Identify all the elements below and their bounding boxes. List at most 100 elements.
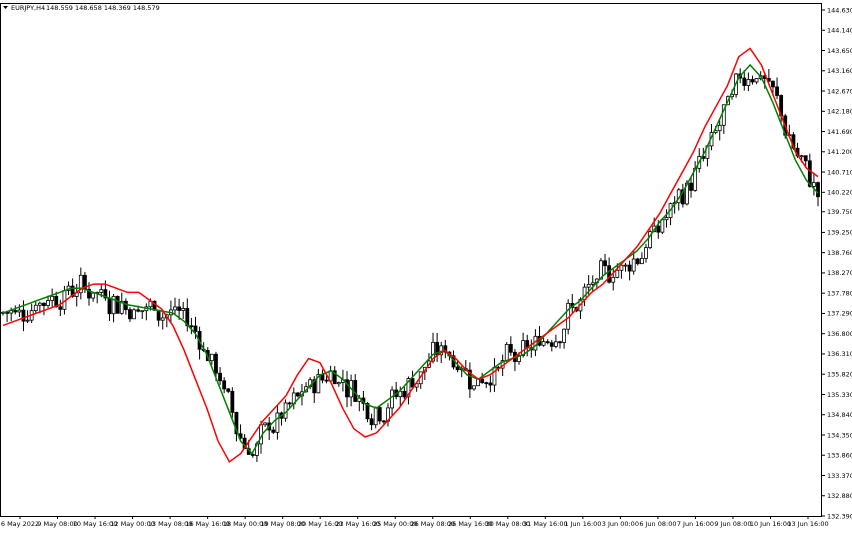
candle-bull [623,264,628,267]
candle-bear [320,374,325,381]
y-tick-label: 137.780 [827,289,852,297]
x-tick-label: 13 Jun 16:00 [787,520,828,528]
candle-bear [549,342,554,347]
candle-bear [42,302,46,307]
candle-bull [717,124,722,132]
candle-bear [295,392,300,397]
y-tick-label: 138.270 [827,269,852,277]
candle-bull [50,295,55,301]
candle-bull [173,306,177,311]
candle-bull [660,219,665,233]
candle-bull [33,304,38,312]
candle-bear [558,341,562,344]
chart-header: EURJPY,H4 148.559 148.658 148.369 148.57… [3,4,160,12]
candle-bull [746,79,751,86]
x-tick-label: 31 May 16:00 [523,520,568,528]
candle-bear [123,300,128,311]
candle-bear [365,403,370,420]
candle-bear [369,418,374,426]
candle-bear [287,402,292,405]
candle-bull [754,78,759,83]
x-tick-label: 23 May 16:00 [335,520,380,528]
y-tick-label: 132.390 [827,512,852,520]
y-tick-label: 142.180 [827,108,852,116]
candle-bear [193,325,198,332]
candle-bull [504,344,509,361]
candle-bear [70,285,75,297]
candle-bull [431,341,435,362]
candle-bull [160,317,165,321]
candle-bear [230,390,235,413]
x-tick-label: 16 May 16:00 [185,520,230,528]
price-axis[interactable]: 144.630 144.140 143.650 143.160 142.670 142.1… [822,6,852,520]
candle-bull [631,258,636,272]
ohlc-label: 148.559 148.658 148.369 148.579 [46,4,160,12]
y-tick-label: 135.330 [827,391,852,399]
candle-bull [406,378,411,398]
candle-bull [619,264,624,271]
y-tick-label: 143.650 [827,47,852,55]
candle-bear [689,182,693,191]
x-tick-label: 18 May 00:00 [223,520,268,528]
chart-frame [0,3,822,517]
candle-bull [140,310,145,313]
candle-bull [599,260,603,280]
candle-bear [345,379,349,398]
candle-bear [226,388,231,392]
candle-bull [472,385,476,390]
y-tick-label: 140.710 [827,168,852,176]
candle-bull [590,282,595,285]
candle-bear [128,309,132,320]
candle-bear [156,309,161,321]
candle-bull [799,155,804,158]
y-tick-label: 132.880 [827,492,852,500]
x-tick-label: 19 May 08:00 [260,520,305,528]
candle-bear [312,379,317,394]
candle-bear [21,309,26,322]
candle-bull [390,389,394,409]
y-tick-label: 142.670 [827,87,852,95]
candle-bull [263,422,268,426]
header-triangle-icon[interactable] [3,6,8,9]
candle-bull [373,407,378,426]
x-tick-label: 10 May 16:00 [73,520,118,528]
candle-bear [480,378,485,384]
candle-bull [476,378,480,387]
candle-bear [234,411,239,435]
x-tick-label: 12 May 00:00 [110,520,155,528]
candle-bear [58,306,63,310]
candle-bear [771,80,775,88]
candle-bull [46,300,50,307]
candle-bull [111,295,116,315]
candle-bear [680,189,685,205]
candle-bear [467,369,472,390]
candle-bull [91,292,96,299]
candle-bear [107,297,112,315]
candle-bear [607,265,612,283]
candle-bull [553,341,558,347]
candle-bear [324,379,329,382]
candle-bull [181,308,186,311]
candle-bull [25,319,30,322]
x-tick-label: 6 May 2022 [1,520,39,528]
x-tick-label: 20 May 16:00 [298,520,343,528]
candle-bear [627,264,632,272]
candle-bull [521,340,526,356]
candle-bear [508,344,513,353]
candle-bull [812,182,816,187]
candle-bull [37,302,42,306]
candle-bear [189,325,194,328]
y-tick-label: 135.820 [827,371,852,379]
x-tick-label: 7 Jun 16:00 [677,520,714,528]
candle-bull [541,341,546,346]
candle-bear [115,295,120,314]
candle-bull [78,274,83,294]
candle-bear [545,341,550,344]
candle-bull [132,309,136,320]
candle-bear [218,372,222,382]
candle-bear [13,310,18,313]
candle-bear [750,79,755,83]
